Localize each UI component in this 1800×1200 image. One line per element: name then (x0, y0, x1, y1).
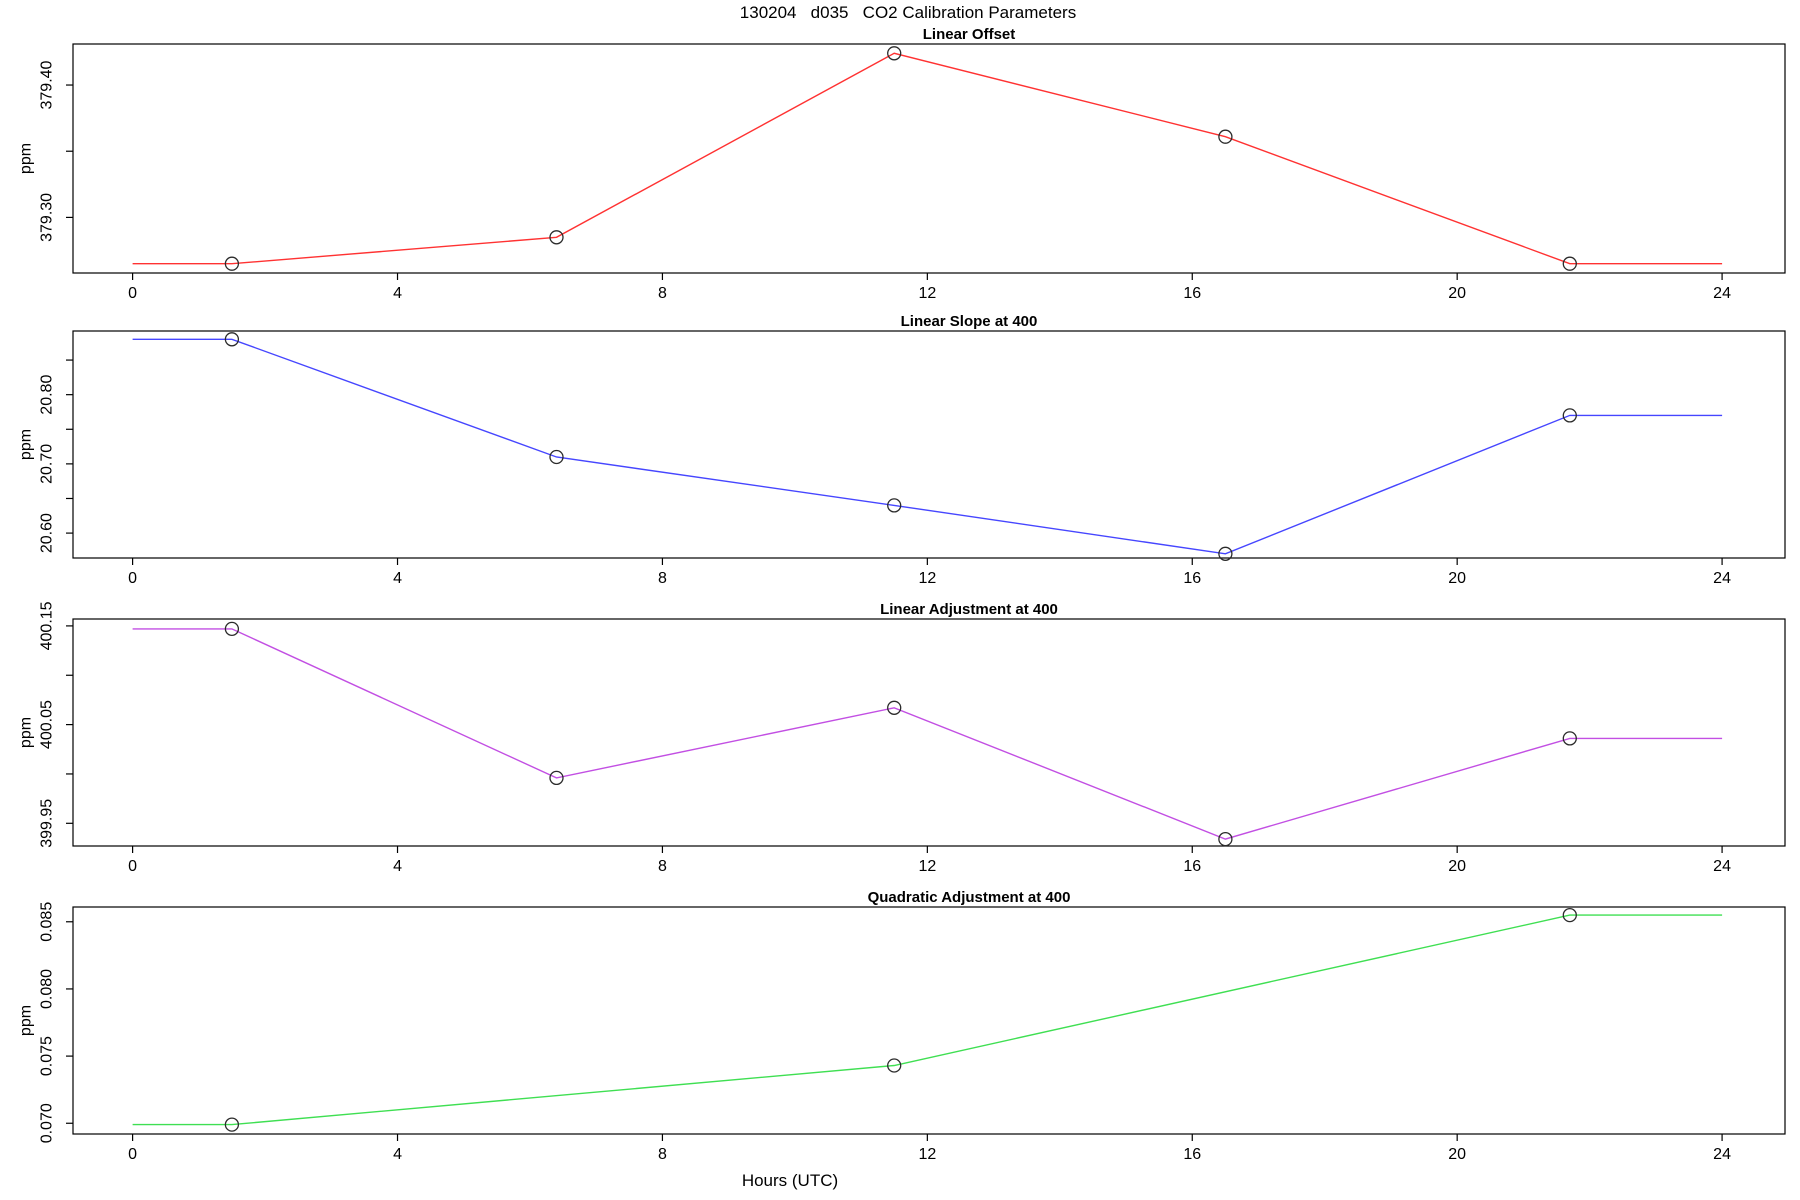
y-tick-label: 20.80 (39, 375, 56, 415)
x-tick-label: 4 (393, 1146, 402, 1163)
data-line (132, 914, 1723, 1126)
panel-title: Linear Slope at 400 (901, 313, 1038, 330)
y-tick-label: 20.70 (39, 444, 56, 484)
data-point (887, 498, 902, 513)
main-title: 130204 d035 CO2 Calibration Parameters (739, 3, 1077, 22)
y-tick-label: 379.40 (39, 60, 56, 109)
y-tick-label: 0.070 (39, 1103, 56, 1143)
panel-box (72, 330, 1786, 559)
y-tick-label: 0.085 (39, 902, 56, 942)
y-tick-label: 400.15 (39, 601, 56, 650)
x-tick-label: 8 (658, 858, 667, 875)
x-tick-label: 0 (128, 1146, 137, 1163)
x-tick-label: 8 (658, 1146, 667, 1163)
panel-title: Linear Adjustment at 400 (880, 601, 1058, 618)
data-point (1562, 731, 1577, 746)
x-tick-label: 24 (1713, 1146, 1731, 1163)
x-tick-label: 4 (393, 858, 402, 875)
x-tick-label: 16 (1183, 570, 1201, 587)
data-point (1562, 907, 1577, 923)
x-tick-label: 12 (918, 285, 936, 302)
x-tick-label: 12 (918, 1146, 936, 1163)
data-point (224, 1117, 240, 1132)
data-point (549, 230, 564, 245)
y-tick-label: 400.05 (39, 700, 56, 749)
data-line (132, 628, 1723, 840)
x-tick-label: 20 (1448, 1146, 1466, 1163)
x-tick-label: 16 (1183, 285, 1201, 302)
x-axis-label: Hours (UTC) (741, 1171, 839, 1190)
data-point (1218, 546, 1233, 561)
panel-1: Linear Offset 0 4 8 12 16 20 24 379.30 379.40 ppm (18, 26, 1786, 302)
x-tick-label: 4 (393, 570, 402, 587)
y-tick-label: 20.60 (39, 513, 56, 553)
x-tick-label: 4 (393, 285, 402, 302)
x-tick-label: 24 (1713, 570, 1731, 587)
x-tick-label: 12 (918, 858, 936, 875)
y-tick-label: 0.080 (39, 969, 56, 1009)
panel-2: Linear Slope at 400 0 4 8 12 16 20 24 20.60 20.70… (18, 313, 1786, 587)
data-point (549, 770, 564, 786)
data-point (887, 46, 902, 61)
x-tick-label: 20 (1448, 570, 1466, 587)
x-tick-label: 0 (128, 570, 137, 587)
y-tick-label: 0.075 (39, 1036, 56, 1076)
data-point (1218, 831, 1233, 847)
y-tick-label: 379.30 (39, 193, 56, 242)
data-point (224, 332, 240, 347)
x-tick-label: 12 (918, 570, 936, 587)
x-tick-label: 16 (1183, 858, 1201, 875)
panel-box (72, 43, 1786, 274)
x-tick-label: 20 (1448, 858, 1466, 875)
panel-box (72, 618, 1786, 847)
x-tick-label: 0 (128, 858, 137, 875)
data-point (1218, 129, 1233, 144)
data-point (1562, 256, 1577, 271)
x-tick-label: 0 (128, 285, 137, 302)
panel-4: Quadratic Adjustment at 400 0 4 8 12 16 20 24 0.… (18, 889, 1786, 1163)
x-tick-label: 8 (658, 570, 667, 587)
panel-box (72, 906, 1786, 1135)
data-point (887, 700, 902, 715)
data-line (132, 338, 1723, 555)
data-point (1562, 408, 1577, 423)
data-point (549, 449, 564, 465)
y-axis-label: ppm (18, 429, 35, 460)
data-point (224, 256, 240, 271)
y-tick-label: 399.95 (39, 799, 56, 848)
x-tick-label: 24 (1713, 858, 1731, 875)
panel-title: Quadratic Adjustment at 400 (868, 889, 1071, 906)
data-point (887, 1058, 902, 1073)
y-axis-label: ppm (18, 717, 35, 748)
data-line (132, 52, 1723, 265)
x-tick-label: 16 (1183, 1146, 1201, 1163)
panel-title: Linear Offset (923, 26, 1016, 43)
x-tick-label: 24 (1713, 285, 1731, 302)
x-tick-label: 8 (658, 285, 667, 302)
panel-3: Linear Adjustment at 400 0 4 8 12 16 20 24 399.9… (18, 601, 1786, 875)
y-axis-label: ppm (18, 143, 35, 174)
y-axis-label: ppm (18, 1005, 35, 1036)
x-tick-label: 20 (1448, 285, 1466, 302)
data-point (224, 621, 240, 637)
